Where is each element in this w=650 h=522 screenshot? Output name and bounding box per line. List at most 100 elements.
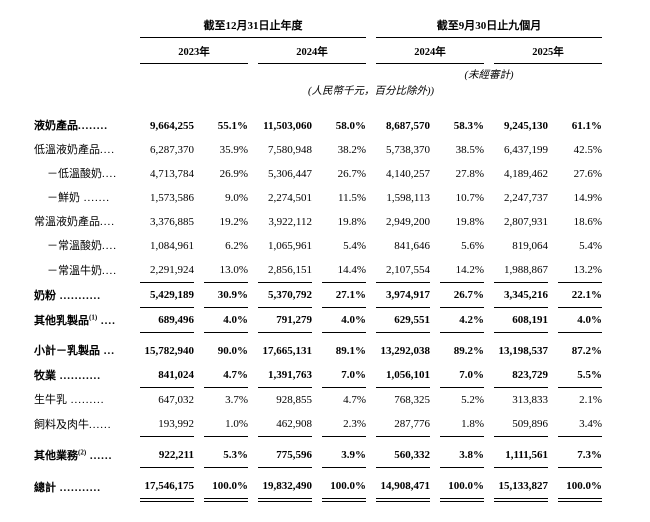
dot-leader: ........... [56,482,101,494]
percent-cell: 13.2% [558,258,602,283]
percent-cell: 4.7% [343,394,366,406]
table-row: 其他乳製品(1) .... 689,496 4.0% 791,279 4.0% 629,5… [34,308,602,333]
row-label: －鮮奶 ....... [34,186,130,210]
row-label-text: 其他業務 [34,449,78,462]
percent-cell: 7.3% [558,437,602,468]
percent-cell: 5.4% [579,240,602,252]
amount-cell: 560,332 [376,437,430,468]
amount-cell: 5,738,370 [386,144,430,156]
percent-cell: 14.4% [322,258,366,283]
percent-cell: 19.2% [219,216,248,228]
percent-cell: 27.6% [573,168,602,180]
amount-cell: 689,496 [140,308,194,333]
table-row: 液奶產品........ 9,664,255 55.1% 11,503,060 58.0… [34,114,602,138]
percent-cell: 6.2% [225,240,248,252]
amount-cell: 1,056,101 [376,363,430,388]
row-label: 總計 ........... [34,468,130,502]
percent-cell: 2.1% [579,394,602,406]
dot-leader: .... [102,168,117,180]
amount-cell: 3,345,216 [494,283,548,308]
row-label-text: 其他乳製品 [34,314,89,327]
table-row: 小計－乳製品 ... 15,782,940 90.0% 17,665,131 89.1%… [34,333,602,363]
table-row: 其他業務(2) ...... 922,211 5.3% 775,596 3.9% 560,… [34,437,602,468]
percent-cell: 38.2% [337,144,366,156]
percent-cell: 38.5% [455,144,484,156]
dot-leader: .... [102,264,117,277]
row-label: －常溫牛奶.... [34,258,130,283]
percent-cell: 19.8% [337,216,366,228]
percent-cell: 87.2% [571,345,602,357]
percent-cell: 27.1% [322,283,366,308]
row-label: 液奶產品........ [34,114,130,138]
dot-leader: .... [100,144,115,156]
percent-cell: 3.9% [322,437,366,468]
percent-cell: 5.5% [558,363,602,388]
percent-cell: 100.0% [204,468,248,502]
amount-cell: 629,551 [376,308,430,333]
amount-cell: 509,896 [494,412,548,437]
amount-cell: 2,291,924 [140,258,194,283]
amount-cell: 4,713,784 [150,168,194,180]
amount-cell: 313,833 [512,394,548,406]
table-row: －低溫酸奶.... 4,713,784 26.9% 5,306,447 26.7% 4,1… [34,162,602,186]
table-row: 奶粉 ........... 5,429,189 30.9% 5,370,792 27.… [34,283,602,308]
percent-cell: 55.1% [217,120,248,132]
table-row: 牧業 ........... 841,024 4.7% 1,391,763 7.0% 1,… [34,363,602,388]
amount-cell: 1,391,763 [258,363,312,388]
percent-cell: 14.2% [440,258,484,283]
year-header-2024-9m: 2024年 [376,38,484,64]
currency-note-row: (人民幣千元，百分比除外)) [34,82,602,114]
row-label: 其他業務(2) ...... [34,437,130,468]
amount-cell: 9,664,255 [150,120,194,132]
percent-cell: 7.0% [440,363,484,388]
table-row: 常溫液奶產品.... 3,376,885 19.2% 3,922,112 19.8% 2,… [34,210,602,234]
dot-leader: ........... [56,289,101,302]
table-body: 液奶產品........ 9,664,255 55.1% 11,503,060 58.0… [34,114,602,502]
percent-cell: 100.0% [322,468,366,502]
header-spacer [140,64,366,82]
row-label: 其他乳製品(1) .... [34,308,130,333]
amount-cell: 3,922,112 [268,216,312,228]
percent-cell: 4.7% [204,363,248,388]
percent-cell: 3.7% [225,394,248,406]
percent-cell: 30.9% [204,283,248,308]
percent-cell: 35.9% [219,144,248,156]
table-row: 低溫液奶產品.... 6,287,370 35.9% 7,580,948 38.2% 5,… [34,138,602,162]
amount-cell: 462,908 [258,412,312,437]
percent-cell: 5.4% [343,240,366,252]
amount-cell: 5,306,447 [268,168,312,180]
amount-cell: 1,065,961 [268,240,312,252]
amount-cell: 14,908,471 [376,468,430,502]
dot-leader: ...... [86,449,113,462]
amount-cell: 13,198,537 [498,345,549,357]
percent-cell: 100.0% [440,468,484,502]
amount-cell: 9,245,130 [504,120,548,132]
year-header-row: 2023年 2024年 2024年 2025年 [34,38,602,64]
row-label: 小計－乳製品 ... [34,333,130,363]
unaudited-note-row: (未經審計) [34,64,602,82]
percent-cell: 18.6% [573,216,602,228]
row-label-text: 飼料及肉牛 [34,418,89,431]
dot-leader: ........... [56,369,101,382]
amount-cell: 3,974,917 [376,283,430,308]
percent-cell: 4.0% [204,308,248,333]
row-label-text: 液奶產品 [34,120,78,132]
row-label: 生牛乳 ......... [34,388,130,412]
amount-cell: 1,084,961 [150,240,194,252]
percent-cell: 9.0% [225,192,248,204]
row-label-text: 低溫液奶產品 [34,144,100,156]
dot-leader: ......... [67,394,105,406]
percent-cell: 2.3% [322,412,366,437]
table-row: －常溫酸奶.... 1,084,961 6.2% 1,065,961 5.4% 841,6… [34,234,602,258]
table-row: －常溫牛奶.... 2,291,924 13.0% 2,856,151 14.4% 2,1… [34,258,602,283]
footnote-marker: (1) [89,312,98,321]
amount-cell: 608,191 [494,308,548,333]
revenue-breakdown-table: 截至12月31日止年度 截至9月30日止九個月 2023年 2024年 2024… [24,18,612,502]
percent-cell: 1.8% [440,412,484,437]
percent-cell: 13.0% [204,258,248,283]
row-label: 低溫液奶產品.... [34,138,130,162]
dot-leader: ... [100,345,115,357]
year-header-2023: 2023年 [140,38,248,64]
percent-cell: 89.1% [335,345,366,357]
